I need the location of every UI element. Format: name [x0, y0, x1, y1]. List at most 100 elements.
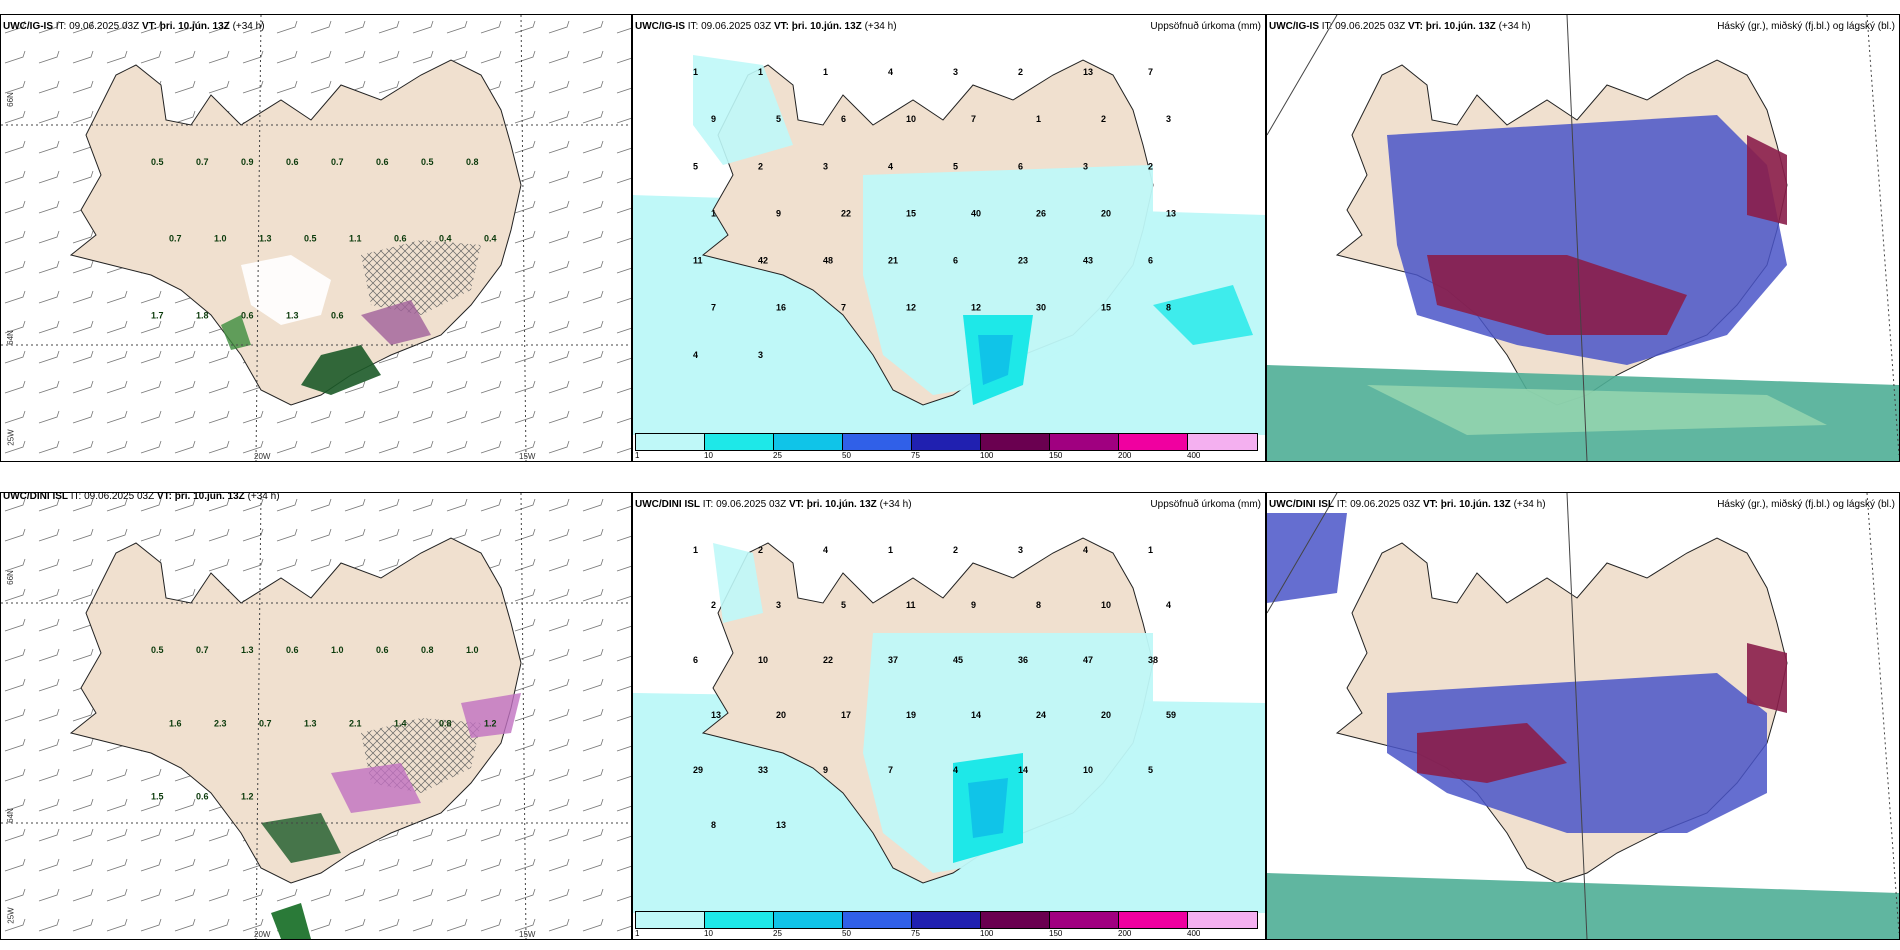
map-value-label: 2	[758, 161, 763, 171]
cloud-map-panel-bottom: UWC/DINI ISL IT: 09.06.2025 03Z VT: þri.…	[1266, 492, 1900, 940]
map-value-label: 7	[888, 765, 893, 775]
map-value-label: 14	[1018, 765, 1028, 775]
map-value-label: 0.9	[241, 157, 254, 167]
map-value-label: 13	[1083, 67, 1093, 77]
map-value-label: 6	[1018, 161, 1023, 171]
map-value-label: 9	[971, 600, 976, 610]
panel-title: UWC/DINI ISL IT: 09.06.2025 03Z VT: þri.…	[635, 499, 912, 510]
map-value-label: 15	[906, 208, 916, 218]
map-value-label: 0.4	[439, 234, 452, 244]
map-value-label: 5	[693, 161, 698, 171]
lon-label-15w: 15W	[519, 452, 536, 461]
lat-label-66: 66N	[5, 92, 15, 107]
map-value-label: 30	[1036, 303, 1046, 313]
legend-tick: 1	[635, 929, 640, 938]
legend-swatch	[774, 434, 843, 450]
map-value-label: 2.1	[349, 718, 362, 728]
legend-tick: 150	[1049, 929, 1063, 938]
map-value-label: 11	[906, 600, 916, 610]
lat-label-25w: 25W	[6, 907, 16, 924]
map-value-label: 1.8	[196, 310, 209, 320]
precip-legend: 1 10 25 50 75 100 150 200 400	[635, 911, 1258, 938]
legend-swatch	[1188, 912, 1257, 928]
panel-title: UWC/IG-IS IT: 09.06.2025 03Z VT: þri. 10…	[635, 21, 897, 32]
map-value-label: 12	[971, 303, 981, 313]
map-value-label: 37	[888, 655, 898, 665]
map-value-label: 1	[1148, 545, 1153, 555]
panel-title: UWC/IG-IS IT: 09.06.2025 03Z VT: þri. 10…	[3, 21, 265, 32]
lon-label-20w: 20W	[254, 930, 271, 939]
precip-legend: 1 10 25 50 75 100 150 200 400	[635, 433, 1258, 460]
map-value-label: 1.7	[151, 310, 164, 320]
map-value-label: 0.6	[394, 234, 407, 244]
map-value-label: 4	[693, 350, 698, 360]
map-value-label: 4	[1166, 600, 1171, 610]
map-value-label: 1.2	[484, 718, 497, 728]
legend-tick: 200	[1118, 451, 1132, 460]
legend-swatch	[981, 912, 1050, 928]
map-value-label: 8	[1166, 303, 1171, 313]
map-value-label: 0.5	[421, 157, 434, 167]
map-value-label: 1	[693, 67, 698, 77]
map-value-label: 20	[1101, 710, 1111, 720]
legend-swatch	[705, 912, 774, 928]
map-value-label: 1.0	[466, 645, 479, 655]
wind-map-top: 0.5 0.7 0.9 0.6 0.7 0.6 0.5 0.8 0.7 1.0 1.3 0.5 1.1 0…	[1, 15, 631, 461]
map-value-label: 2	[1018, 67, 1023, 77]
map-value-label: 15	[1101, 303, 1111, 313]
legend-swatch	[912, 912, 981, 928]
lon-label-15w: 15W	[519, 930, 536, 939]
map-value-label: 0.6	[376, 157, 389, 167]
legend-swatch	[1119, 912, 1188, 928]
map-value-label: 5	[953, 161, 958, 171]
map-value-label: 1	[1036, 114, 1041, 124]
map-value-label: 0.5	[151, 157, 164, 167]
map-value-label: 26	[1036, 208, 1046, 218]
legend-swatch	[1050, 912, 1119, 928]
map-value-label: 5	[1148, 765, 1153, 775]
map-value-label: 3	[823, 161, 828, 171]
precip-map-panel-bottom: UWC/DINI ISL IT: 09.06.2025 03Z VT: þri.…	[632, 492, 1266, 940]
map-value-label: 2.3	[214, 718, 227, 728]
map-value-label: 6	[841, 114, 846, 124]
map-value-label: 0.4	[484, 234, 497, 244]
wind-map-panel-top: UWC/IG-IS IT: 09.06.2025 03Z VT: þri. 10…	[0, 14, 632, 462]
legend-tick: 400	[1187, 451, 1201, 460]
map-value-label: 7	[841, 303, 846, 313]
map-value-label: 9	[711, 114, 716, 124]
legend-tick: 100	[980, 929, 994, 938]
map-value-label: 0.6	[376, 645, 389, 655]
legend-tick: 1	[635, 451, 640, 460]
legend-swatch	[843, 434, 912, 450]
map-value-label: 42	[758, 256, 768, 266]
map-value-label: 0.7	[259, 718, 272, 728]
legend-tick: 75	[911, 929, 920, 938]
map-value-label: 11	[693, 256, 703, 266]
map-value-label: 6	[953, 256, 958, 266]
map-value-label: 1.4	[394, 718, 407, 728]
panel-right-title: Uppsöfnuð úrkoma (mm)	[1150, 499, 1261, 510]
map-value-label: 2	[758, 545, 763, 555]
legend-tick: 150	[1049, 451, 1063, 460]
map-value-label: 22	[841, 208, 851, 218]
map-value-label: 5	[841, 600, 846, 610]
map-value-label: 22	[823, 655, 833, 665]
map-value-label: 6	[693, 655, 698, 665]
precip-map-top: 1 1 1 4 3 2 13 79 5 6 10 7 1 2 35 2 3 4 5 6 3 21 9 22 15 40 26 20 13…	[633, 55, 1265, 435]
panel-title: UWC/DINI ISL IT: 09.06.2025 03Z VT: þri.…	[3, 492, 280, 502]
legend-swatch	[1050, 434, 1119, 450]
map-value-label: 3	[1083, 161, 1088, 171]
map-value-label: 20	[1101, 208, 1111, 218]
map-value-label: 8	[711, 820, 716, 830]
wind-value-labels: 0.5 0.7 1.3 0.6 1.0 0.6 0.8 1.0 1.6 2.3 0.7 1.3 2.1 1…	[151, 645, 497, 802]
map-value-label: 14	[971, 710, 981, 720]
precip-value-labels: 1 1 1 4 3 2 13 79 5 6 10 7 1 2 35 2 3 4 5 6 3 21 9 22 15 40 26 20 13…	[693, 67, 1176, 360]
panel-title: UWC/DINI ISL IT: 09.06.2025 03Z VT: þri.…	[1269, 499, 1546, 510]
lat-label-25w: 25W	[6, 429, 16, 446]
lat-label-64: 64N	[5, 808, 15, 823]
map-value-label: 2	[953, 545, 958, 555]
map-value-label: 10	[906, 114, 916, 124]
map-value-label: 6	[1148, 256, 1153, 266]
map-value-label: 3	[776, 600, 781, 610]
map-value-label: 10	[758, 655, 768, 665]
